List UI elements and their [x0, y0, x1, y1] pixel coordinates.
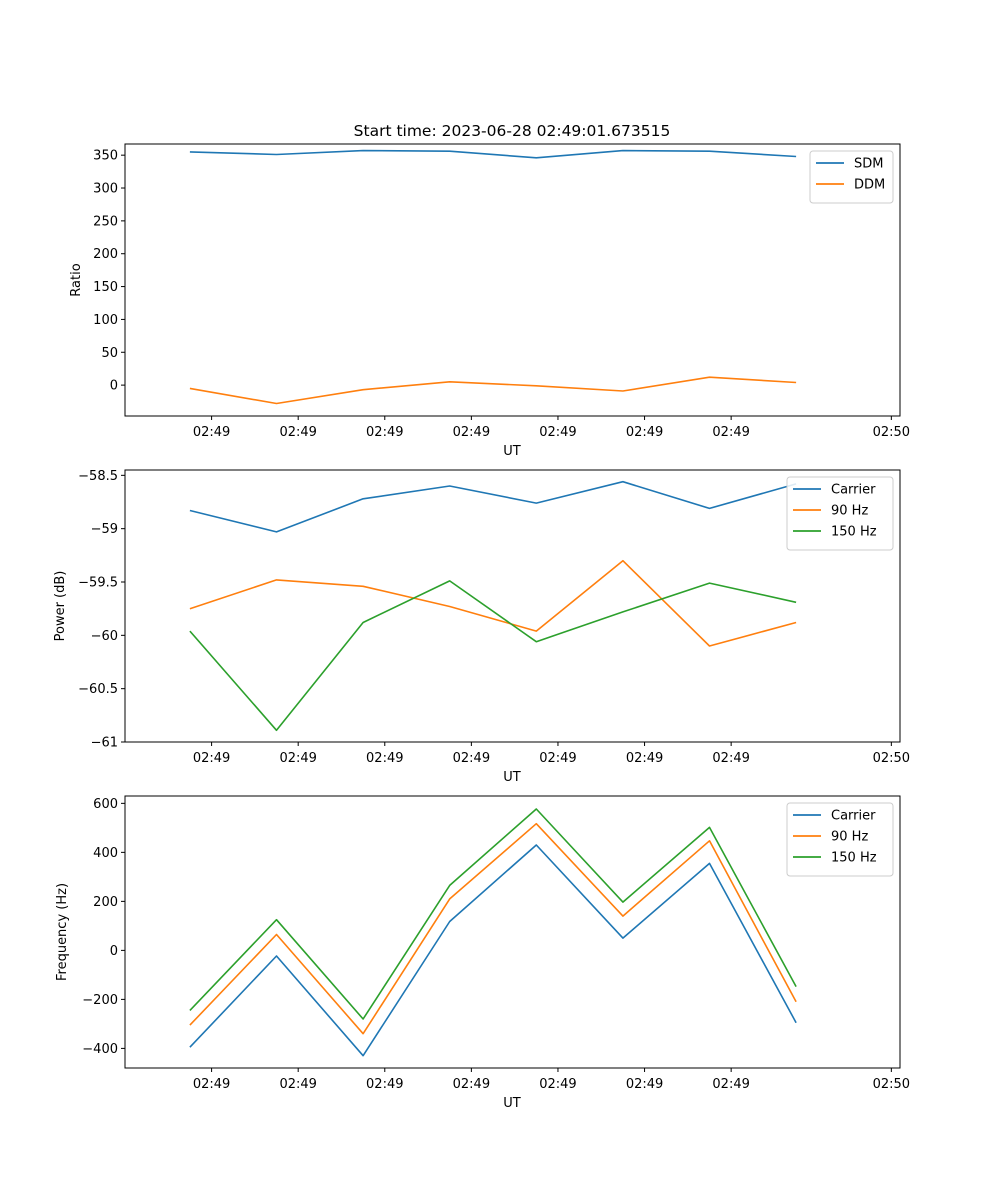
x-tick-label: 02:49 [366, 425, 403, 440]
frequency-panel: 02:49 02:49 02:49 02:49 02:49 02:49 02:49 02:50… [55, 795, 910, 1111]
frequency-axes-frame [124, 795, 901, 1069]
y-tick-label: −59.5 [78, 576, 118, 591]
x-tick-label: 02:49 [626, 1077, 663, 1092]
x-axis-label: UT [503, 1096, 521, 1111]
series-line-90-hz [189, 559, 797, 647]
ratio-panel: Start time: 2023-06-28 02:49:01.673515 0… [69, 122, 910, 459]
ratio-axes-frame [124, 143, 901, 417]
x-tick-label: 02:49 [626, 425, 663, 440]
x-tick-label: 02:49 [712, 425, 749, 440]
x-tick-label: 02:49 [453, 1077, 490, 1092]
x-tick-label: 02:49 [366, 1077, 403, 1092]
legend-entry: DDM [854, 178, 885, 193]
y-axis-label: Ratio [69, 263, 84, 296]
y-tick-label: 600 [93, 797, 118, 812]
series-line-carrier [189, 480, 797, 533]
frequency-legend: Carrier 90 Hz 150 Hz [786, 802, 894, 877]
x-tick-label: 02:49 [712, 751, 749, 766]
x-tick-label: 02:50 [873, 751, 910, 766]
legend-entry: 150 Hz [831, 851, 877, 866]
series-line-90-hz [189, 822, 797, 1035]
y-tick-label: −200 [82, 993, 118, 1008]
legend-entry: 90 Hz [831, 830, 868, 845]
x-tick-label: 02:50 [873, 1077, 910, 1092]
series-line-150-hz [189, 580, 797, 732]
x-tick-label: 02:49 [539, 1077, 576, 1092]
x-tick-label: 02:49 [453, 425, 490, 440]
legend-box [809, 150, 894, 204]
power-axes-frame [124, 469, 901, 743]
x-tick-label: 02:49 [539, 425, 576, 440]
x-tick-label: 02:49 [366, 751, 403, 766]
y-tick-label: 50 [101, 346, 118, 361]
legend-entry: Carrier [831, 483, 876, 498]
legend-entry: 150 Hz [831, 525, 877, 540]
x-tick-label: 02:49 [193, 1077, 230, 1092]
x-tick-label: 02:49 [279, 751, 316, 766]
y-tick-label: 400 [93, 846, 118, 861]
y-axis-label: Power (dB) [53, 571, 68, 642]
y-axis-label: Frequency (Hz) [55, 883, 70, 981]
y-tick-label: 0 [110, 944, 118, 959]
x-tick-label: 02:49 [453, 751, 490, 766]
x-tick-label: 02:49 [193, 425, 230, 440]
y-tick-label: 150 [93, 280, 118, 295]
y-tick-label: −59 [91, 522, 118, 537]
chart-title: Start time: 2023-06-28 02:49:01.673515 [354, 122, 671, 140]
x-tick-label: 02:49 [539, 751, 576, 766]
y-tick-label: −61 [91, 736, 118, 751]
y-tick-label: −60.5 [78, 682, 118, 697]
y-tick-label: 200 [93, 895, 118, 910]
x-axis-label: UT [503, 770, 521, 785]
legend-entry: 90 Hz [831, 504, 868, 519]
y-tick-label: 250 [93, 214, 118, 229]
ratio-legend: SDM DDM [809, 150, 894, 204]
ratio-plot-area: 02:49 02:49 02:49 02:49 02:49 02:49 02:49 02:50… [93, 149, 910, 440]
legend-entry: Carrier [831, 809, 876, 824]
x-axis-label: UT [503, 444, 521, 459]
series-line-ddm [189, 376, 797, 405]
y-tick-label: 350 [93, 149, 118, 164]
x-tick-label: 02:49 [279, 425, 316, 440]
y-tick-label: 100 [93, 313, 118, 328]
x-tick-label: 02:49 [712, 1077, 749, 1092]
y-tick-label: −58.5 [78, 469, 118, 484]
legend-entry: SDM [854, 157, 883, 172]
frequency-plot-area: 02:49 02:49 02:49 02:49 02:49 02:49 02:49 02:50… [82, 797, 910, 1092]
y-tick-label: 0 [110, 379, 118, 394]
y-tick-label: 300 [93, 182, 118, 197]
series-line-carrier [189, 844, 797, 1057]
x-tick-label: 02:50 [873, 425, 910, 440]
y-tick-label: −60 [91, 629, 118, 644]
x-tick-label: 02:49 [626, 751, 663, 766]
x-tick-label: 02:49 [193, 751, 230, 766]
series-line-150-hz [189, 808, 797, 1020]
series-line-sdm [189, 149, 797, 159]
power-legend: Carrier 90 Hz 150 Hz [786, 476, 894, 551]
power-plot-area: 02:49 02:49 02:49 02:49 02:49 02:49 02:49 02:50… [78, 469, 910, 766]
x-tick-label: 02:49 [279, 1077, 316, 1092]
y-tick-label: −400 [82, 1042, 118, 1057]
y-tick-label: 200 [93, 247, 118, 262]
power-panel: 02:49 02:49 02:49 02:49 02:49 02:49 02:49 02:50… [53, 469, 910, 785]
